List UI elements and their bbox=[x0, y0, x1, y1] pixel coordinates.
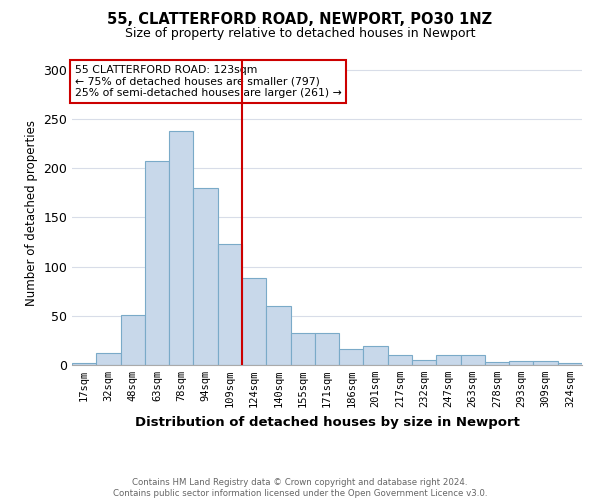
Bar bbox=[533, 361, 558, 365]
Bar bbox=[558, 363, 582, 365]
Bar bbox=[145, 162, 169, 365]
Bar bbox=[412, 360, 436, 365]
Bar bbox=[485, 362, 509, 365]
Text: Size of property relative to detached houses in Newport: Size of property relative to detached ho… bbox=[125, 28, 475, 40]
Text: Contains HM Land Registry data © Crown copyright and database right 2024.
Contai: Contains HM Land Registry data © Crown c… bbox=[113, 478, 487, 498]
Y-axis label: Number of detached properties: Number of detached properties bbox=[25, 120, 38, 306]
Text: 55 CLATTERFORD ROAD: 123sqm
← 75% of detached houses are smaller (797)
25% of se: 55 CLATTERFORD ROAD: 123sqm ← 75% of det… bbox=[74, 64, 341, 98]
Bar bbox=[96, 353, 121, 365]
Bar bbox=[388, 355, 412, 365]
Bar bbox=[72, 363, 96, 365]
Bar bbox=[242, 278, 266, 365]
Bar bbox=[461, 355, 485, 365]
Bar bbox=[218, 244, 242, 365]
X-axis label: Distribution of detached houses by size in Newport: Distribution of detached houses by size … bbox=[134, 416, 520, 428]
Bar bbox=[315, 332, 339, 365]
Bar bbox=[509, 361, 533, 365]
Bar bbox=[436, 355, 461, 365]
Bar bbox=[339, 350, 364, 365]
Bar bbox=[364, 346, 388, 365]
Text: 55, CLATTERFORD ROAD, NEWPORT, PO30 1NZ: 55, CLATTERFORD ROAD, NEWPORT, PO30 1NZ bbox=[107, 12, 493, 28]
Bar bbox=[121, 315, 145, 365]
Bar bbox=[266, 306, 290, 365]
Bar bbox=[290, 332, 315, 365]
Bar bbox=[169, 131, 193, 365]
Bar bbox=[193, 188, 218, 365]
